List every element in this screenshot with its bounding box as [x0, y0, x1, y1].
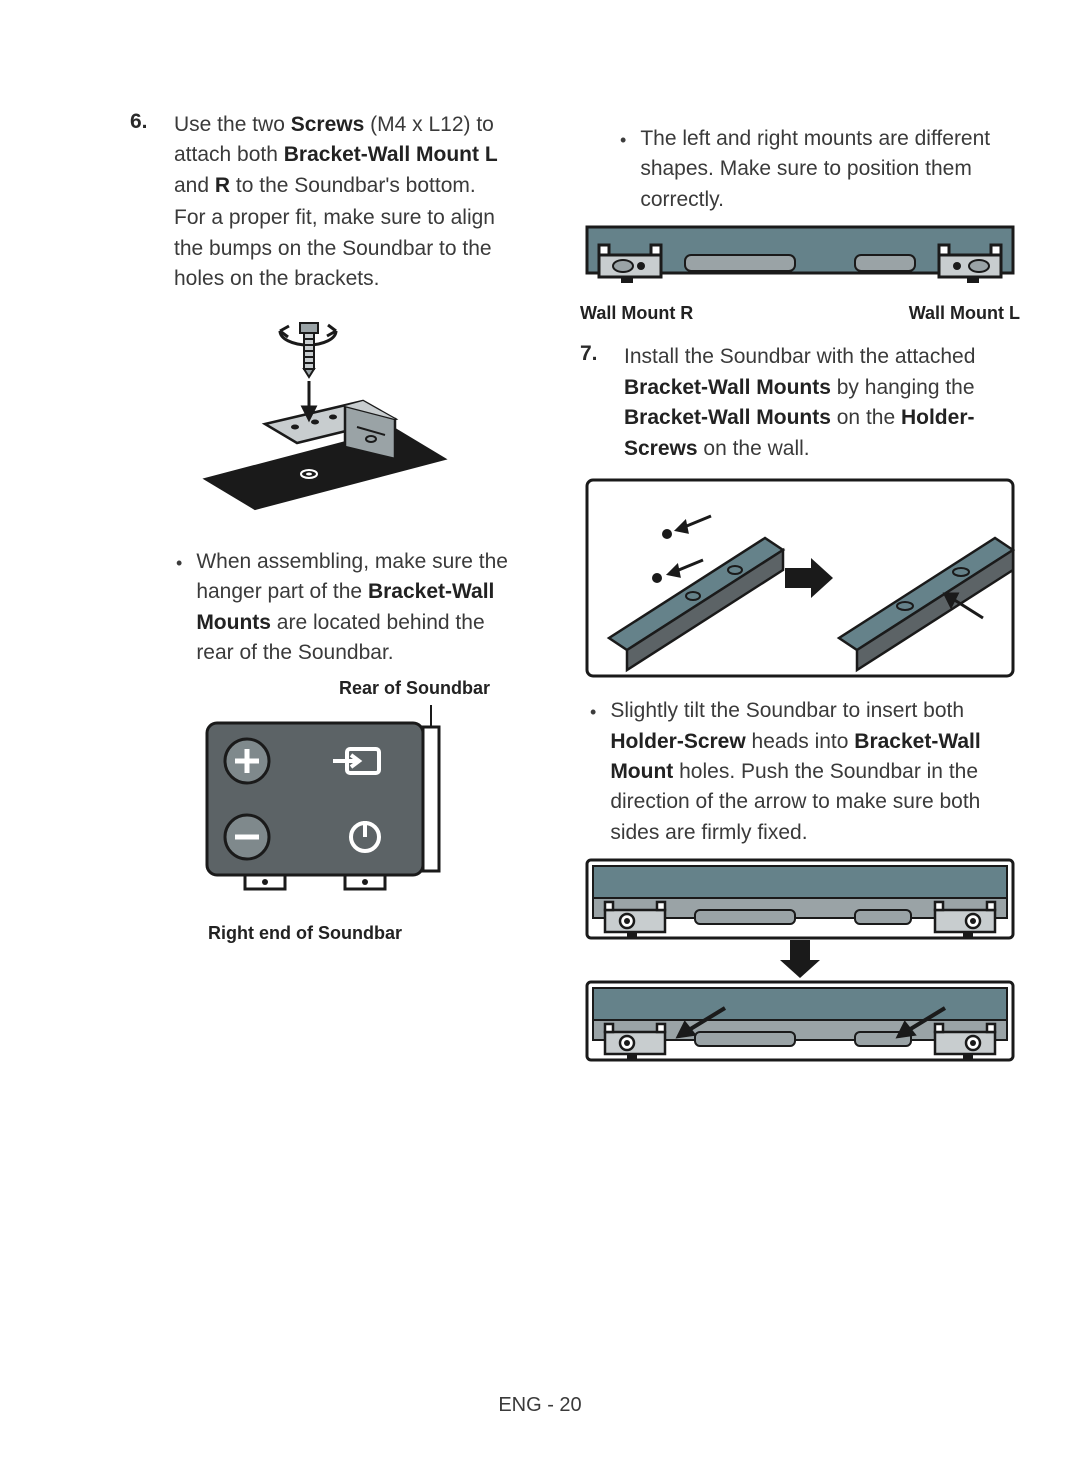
- step-6-line1: Use the two Screws (M4 x L12) to attach …: [174, 110, 520, 201]
- bullet-body: The left and right mounts are different …: [640, 124, 1020, 215]
- figure-mounts-bar: [580, 225, 1020, 285]
- side-panel-svg: [175, 705, 475, 905]
- step-number: 6.: [130, 110, 156, 297]
- bullet-dot: •: [590, 696, 596, 848]
- step-6-line2: For a proper fit, make sure to align the…: [174, 203, 520, 294]
- step-body: Use the two Screws (M4 x L12) to attach …: [174, 110, 520, 297]
- bullet-body: Slightly tilt the Soundbar to insert bot…: [610, 696, 1020, 848]
- bullet-tilt: • Slightly tilt the Soundbar to insert b…: [580, 696, 1020, 848]
- caption-rear-of-soundbar: Rear of Soundbar: [130, 678, 520, 699]
- bullet-body: When assembling, make sure the hanger pa…: [196, 547, 520, 669]
- push-in-svg: [585, 858, 1015, 1068]
- figure-hang-iso: [580, 478, 1020, 678]
- right-column: • The left and right mounts are differen…: [570, 110, 1020, 1086]
- bullet-dot: •: [176, 547, 182, 669]
- figure-side-panel: [130, 705, 520, 905]
- page-footer: ENG - 20: [0, 1394, 1080, 1417]
- step-7: 7. Install the Soundbar with the attache…: [580, 342, 1020, 466]
- page: 6. Use the two Screws (M4 x L12) to atta…: [0, 0, 1080, 1146]
- figure-push-in: [580, 858, 1020, 1068]
- bullet-different-shapes: • The left and right mounts are differen…: [580, 124, 1020, 215]
- left-column: 6. Use the two Screws (M4 x L12) to atta…: [60, 110, 520, 1086]
- caption-wall-mount-r: Wall Mount R: [580, 303, 693, 324]
- step-number: 7.: [580, 342, 606, 466]
- bullet-dot: •: [620, 124, 626, 215]
- caption-right-end: Right end of Soundbar: [130, 923, 520, 944]
- step-body: Install the Soundbar with the attached B…: [624, 342, 1020, 466]
- step-6: 6. Use the two Screws (M4 x L12) to atta…: [130, 110, 520, 297]
- bullet-assembly-note: • When assembling, make sure the hanger …: [130, 547, 520, 669]
- mounts-bar-svg: [585, 225, 1015, 285]
- screw-bracket-svg: [195, 309, 455, 529]
- figure-screw-bracket: [130, 309, 520, 529]
- caption-wall-mount-l: Wall Mount L: [909, 303, 1020, 324]
- caption-mounts-row: Wall Mount R Wall Mount L: [580, 303, 1020, 324]
- hang-iso-svg: [585, 478, 1015, 678]
